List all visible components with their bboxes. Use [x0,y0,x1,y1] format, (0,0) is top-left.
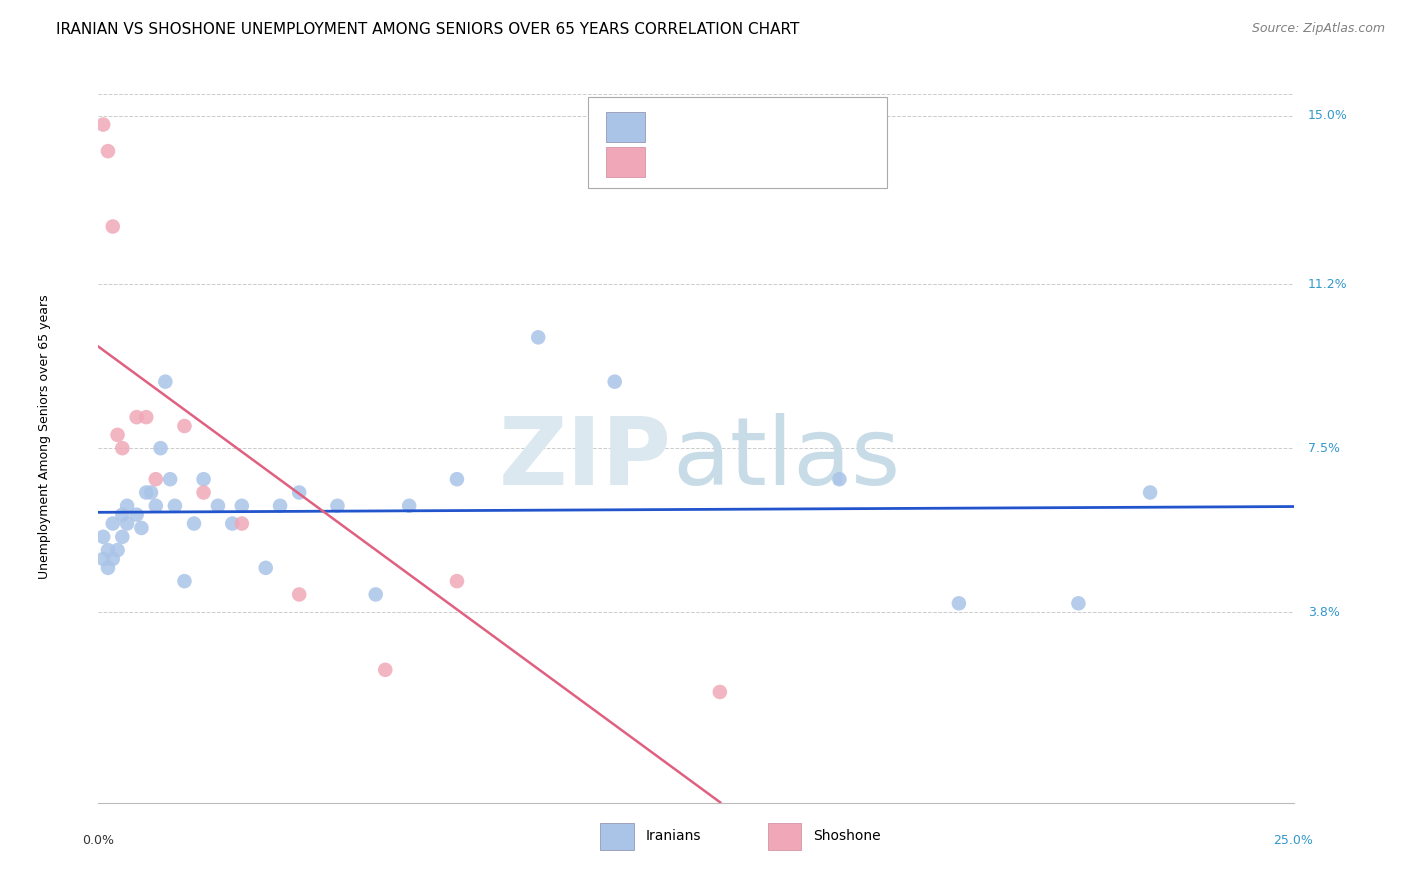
Point [125,508,148,522]
Bar [606,146,644,178]
Text: Shoshone: Shoshone [813,830,880,844]
Point [91,118,114,132]
Point [131,521,153,535]
Point [527,330,550,344]
Point [101,516,124,531]
Text: Unemployment Among Seniors over 65 years: Unemployment Among Seniors over 65 years [38,294,51,580]
Point [115,516,138,531]
Text: ZIP: ZIP [499,413,672,505]
Point [163,499,186,513]
Point [135,485,157,500]
Bar [600,822,634,850]
Text: 7.5%: 7.5% [1308,442,1340,455]
Point [107,543,129,558]
Point [155,375,177,389]
Point [193,472,215,486]
Point [101,219,124,234]
Point [159,472,181,486]
Point [326,499,349,513]
Text: 25.0%: 25.0% [1274,834,1313,847]
Point [97,561,120,575]
Text: 3.8%: 3.8% [1308,606,1340,619]
Point [398,499,420,513]
Point [231,516,253,531]
Bar [768,822,801,850]
Point [193,485,215,500]
Point [1067,596,1090,610]
Point [97,543,120,558]
Point [288,587,311,601]
Point [446,472,468,486]
Point [145,499,167,513]
FancyBboxPatch shape [589,97,887,188]
Point [145,472,167,486]
Text: IRANIAN VS SHOSHONE UNEMPLOYMENT AMONG SENIORS OVER 65 YEARS CORRELATION CHART: IRANIAN VS SHOSHONE UNEMPLOYMENT AMONG S… [56,22,800,37]
Point [111,530,134,544]
Text: R =  0.016   N = 39: R = 0.016 N = 39 [661,120,796,134]
Point [364,587,387,601]
Point [149,441,172,455]
Point [828,472,851,486]
Point [97,144,120,158]
Point [173,419,195,434]
Point [91,552,114,566]
Point [111,508,134,522]
Point [101,552,124,566]
Text: 0.0%: 0.0% [83,834,114,847]
Text: 11.2%: 11.2% [1308,277,1347,291]
Point [221,516,243,531]
Point [125,410,148,425]
Point [446,574,468,589]
Point [709,685,731,699]
Point [1139,485,1161,500]
Point [135,410,157,425]
Text: atlas: atlas [672,413,900,505]
Point [139,485,162,500]
Text: R = -0.246   N = 15: R = -0.246 N = 15 [661,155,796,169]
Text: 15.0%: 15.0% [1308,109,1348,122]
Point [948,596,970,610]
Point [91,530,114,544]
Point [111,441,134,455]
Point [603,375,626,389]
Point [374,663,396,677]
Point [269,499,291,513]
Point [231,499,253,513]
Point [207,499,229,513]
Text: Iranians: Iranians [645,830,702,844]
Point [183,516,205,531]
Point [107,428,129,442]
Point [288,485,311,500]
Point [115,499,138,513]
Point [173,574,195,589]
Bar [606,112,644,143]
Text: Source: ZipAtlas.com: Source: ZipAtlas.com [1251,22,1385,36]
Point [254,561,277,575]
